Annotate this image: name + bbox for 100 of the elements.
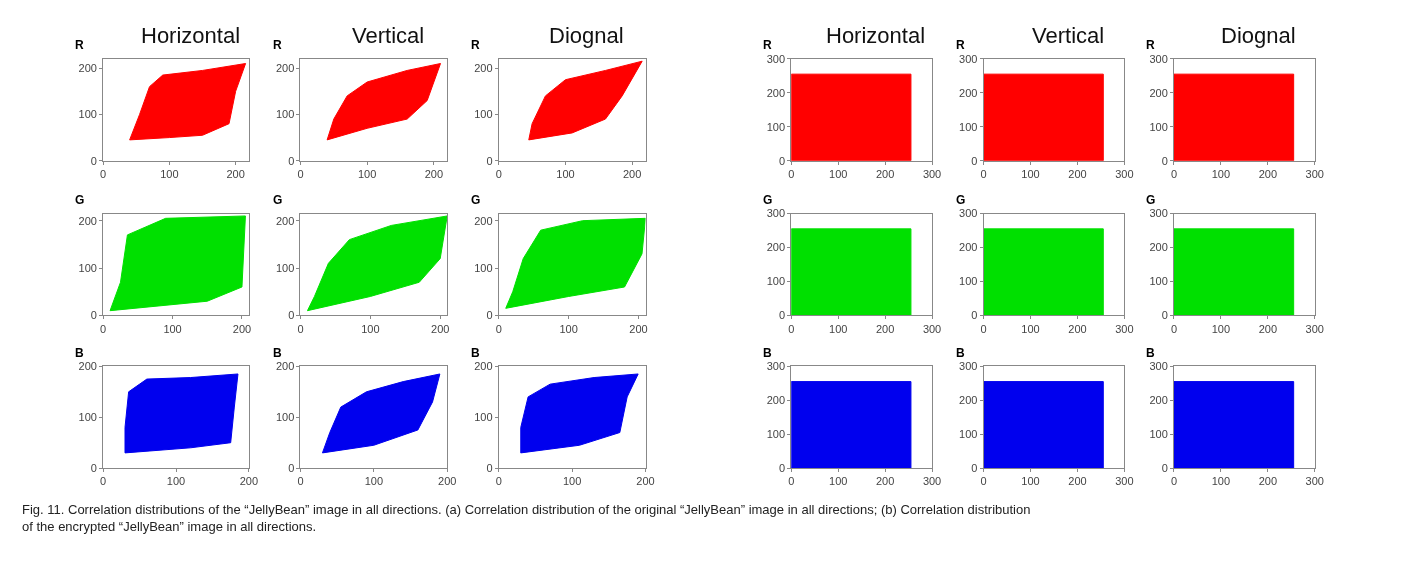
y-tick-label: 300 <box>959 360 978 373</box>
y-tick-label: 300 <box>766 207 786 220</box>
y-tick-label: 100 <box>275 261 295 274</box>
y-axis-title: G <box>273 193 283 207</box>
y-axis-title: B <box>763 346 772 360</box>
x-tick-label: 0 <box>100 475 107 488</box>
x-tick-label: 200 <box>1258 322 1278 335</box>
y-tick-label: 200 <box>1149 394 1168 407</box>
y-axis-title: B <box>956 346 965 360</box>
x-tick-label: 100 <box>160 167 179 180</box>
y-tick-label: 0 <box>486 462 493 475</box>
x-tick-label: 100 <box>1021 167 1040 180</box>
y-axis-title: B <box>75 346 84 360</box>
y-tick-label: 200 <box>959 394 978 407</box>
y-tick-label: 200 <box>78 360 97 373</box>
x-tick-label: 100 <box>559 322 578 335</box>
y-tick-label: 100 <box>1149 275 1168 288</box>
x-tick-label: 100 <box>1211 475 1231 488</box>
y-axis-title: R <box>273 38 282 52</box>
y-axis-title: G <box>1146 193 1156 207</box>
y-tick-label: 100 <box>959 275 978 288</box>
y-axis-title: R <box>956 38 965 52</box>
x-tick-label: 200 <box>438 475 457 488</box>
y-tick-label: 0 <box>288 309 295 322</box>
x-tick-label: 100 <box>361 322 380 335</box>
x-tick-label: 100 <box>1211 167 1231 180</box>
y-tick-label: 200 <box>275 61 295 74</box>
y-tick-label: 0 <box>1161 309 1168 322</box>
x-tick-label: 300 <box>1305 475 1324 488</box>
x-tick-label: 200 <box>232 322 252 335</box>
chart-title: Diognal <box>1221 23 1296 48</box>
x-tick-label: 100 <box>357 167 377 180</box>
y-tick-label: 0 <box>971 462 978 475</box>
y-tick-label: 200 <box>275 360 295 373</box>
chart-title: Horizontal <box>826 23 926 48</box>
x-tick-label: 0 <box>980 322 987 335</box>
x-tick-label: 0 <box>788 322 795 335</box>
y-tick-label: 300 <box>1149 360 1168 373</box>
y-axis-title: R <box>75 38 84 52</box>
y-axis-title: B <box>273 346 282 360</box>
y-tick-label: 100 <box>766 120 786 133</box>
y-tick-label: 100 <box>474 261 493 274</box>
y-tick-label: 0 <box>486 309 493 322</box>
x-tick-label: 200 <box>875 322 895 335</box>
x-tick-label: 100 <box>364 475 384 488</box>
x-tick-label: 0 <box>1170 322 1178 335</box>
y-axis-title: G <box>763 193 773 207</box>
x-tick-label: 300 <box>1115 167 1134 180</box>
x-tick-label: 100 <box>1021 322 1040 335</box>
y-tick-label: 100 <box>959 428 978 441</box>
y-tick-label: 100 <box>78 108 97 121</box>
x-tick-label: 100 <box>829 167 848 180</box>
x-tick-label: 200 <box>1068 167 1087 180</box>
y-axis-title: G <box>471 193 481 207</box>
y-tick-label: 200 <box>275 214 295 227</box>
y-tick-label: 0 <box>90 154 97 167</box>
x-tick-label: 200 <box>622 167 642 180</box>
y-tick-label: 100 <box>78 261 97 274</box>
y-tick-label: 200 <box>766 86 786 99</box>
x-tick-label: 300 <box>1115 322 1134 335</box>
x-tick-label: 200 <box>875 475 895 488</box>
x-tick-label: 200 <box>636 475 655 488</box>
x-tick-label: 100 <box>829 475 848 488</box>
x-tick-label: 100 <box>166 475 186 488</box>
y-tick-label: 200 <box>474 360 493 373</box>
x-tick-label: 200 <box>1258 167 1278 180</box>
x-tick-label: 200 <box>239 475 259 488</box>
chart-title: Horizontal <box>141 23 241 48</box>
x-tick-label: 0 <box>788 167 795 180</box>
y-tick-label: 300 <box>959 52 978 65</box>
x-tick-label: 300 <box>922 167 942 180</box>
y-axis-title: R <box>763 38 772 52</box>
y-tick-label: 0 <box>1161 462 1168 475</box>
x-tick-label: 0 <box>980 167 987 180</box>
y-tick-label: 200 <box>1149 241 1168 254</box>
chart-title: Diognal <box>549 23 624 48</box>
chart-title: Vertical <box>1032 23 1105 48</box>
x-tick-label: 0 <box>297 322 304 335</box>
y-tick-label: 0 <box>90 462 97 475</box>
x-tick-label: 300 <box>922 322 942 335</box>
x-tick-label: 0 <box>980 475 987 488</box>
y-tick-label: 0 <box>288 462 295 475</box>
x-tick-label: 100 <box>829 322 848 335</box>
x-tick-label: 100 <box>163 322 182 335</box>
y-axis-title: B <box>1146 346 1155 360</box>
x-tick-label: 100 <box>1021 475 1040 488</box>
x-tick-label: 200 <box>226 167 245 180</box>
x-tick-label: 100 <box>562 475 582 488</box>
y-tick-label: 0 <box>1161 154 1168 167</box>
caption: Fig. 11. Correlation distributions of the “JellyBean” image in all directions. (a) Correlation distribution of the original “JellyBean” image in all directions; (b) Correlation distribution of the encrypted “JellyBean” image in all directions. <box>22 502 1031 534</box>
y-tick-label: 0 <box>971 309 978 322</box>
y-tick-label: 0 <box>778 309 786 322</box>
y-axis-title: R <box>471 38 480 52</box>
x-tick-label: 0 <box>297 167 304 180</box>
x-tick-label: 0 <box>100 322 107 335</box>
y-tick-label: 200 <box>78 214 97 227</box>
y-tick-label: 100 <box>474 411 493 424</box>
x-tick-label: 200 <box>431 322 450 335</box>
x-tick-label: 200 <box>1068 475 1087 488</box>
y-tick-label: 300 <box>1149 207 1168 220</box>
